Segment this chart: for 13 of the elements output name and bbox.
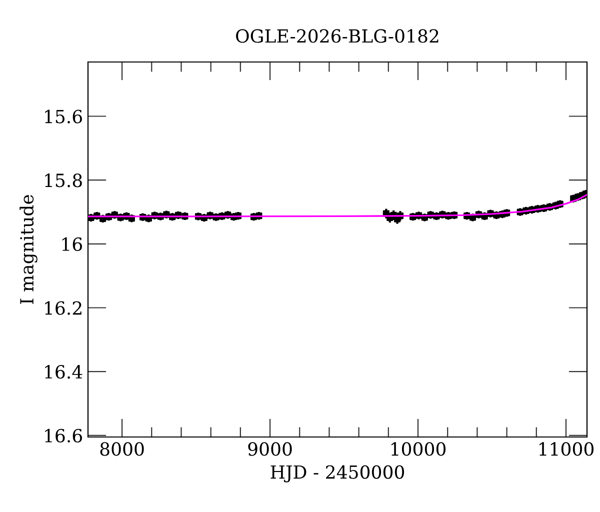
y-axis-title: I magnitude xyxy=(20,194,38,304)
y-tick-label: 15.6 xyxy=(45,110,82,124)
x-tick-label: 11000 xyxy=(539,442,594,456)
y-tick-label: 16.4 xyxy=(45,365,82,379)
y-tick-label: 16 xyxy=(62,237,82,252)
x-tick-label: 8000 xyxy=(100,442,144,456)
chart-title: OGLE-2026-BLG-0182 xyxy=(236,29,438,43)
y-tick-label: 16.6 xyxy=(45,428,82,443)
y-tick-label: 15.8 xyxy=(45,174,82,188)
x-tick-label: 10000 xyxy=(391,442,446,456)
y-tick-label: 16.2 xyxy=(45,301,82,315)
x-axis-title: HJD - 2450000 xyxy=(270,465,404,482)
x-tick-label: 9000 xyxy=(248,442,292,456)
